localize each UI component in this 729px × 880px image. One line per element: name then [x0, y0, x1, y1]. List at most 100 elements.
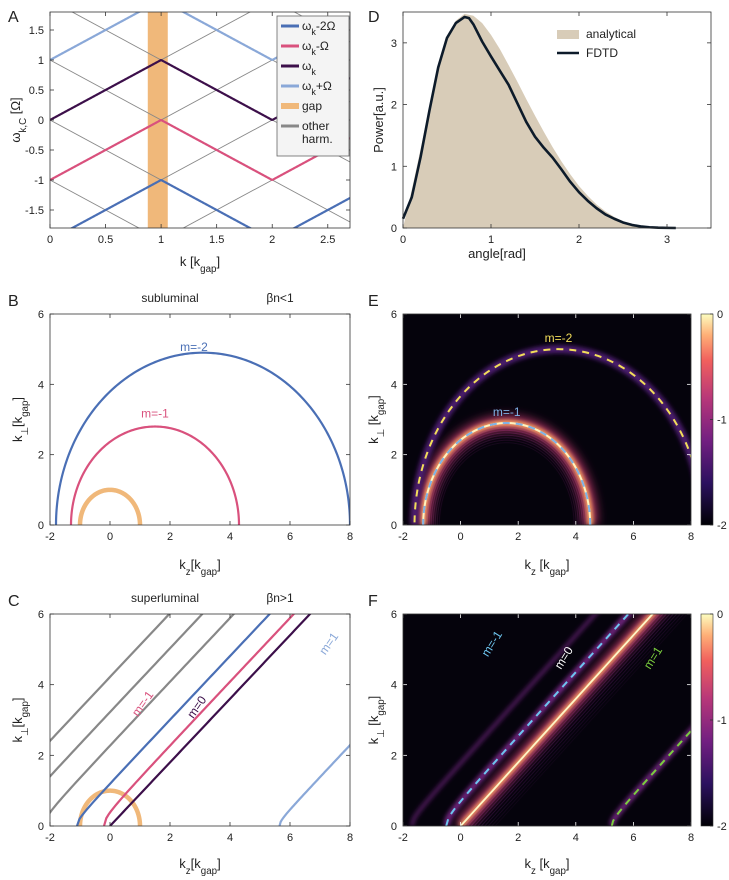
panel-label: B: [8, 293, 19, 310]
x-tick-label: 6: [630, 531, 636, 543]
fringe: [434, 437, 579, 525]
x-axis-label: kz [kgap]: [524, 856, 569, 877]
y-tick-label: 2: [38, 450, 44, 462]
y-tick-label: 2: [391, 750, 397, 762]
hyperbola: [109, 614, 312, 826]
y-tick-label: 4: [391, 680, 397, 692]
fringe: [470, 614, 664, 826]
band-wk_minus2: [69, 178, 350, 228]
y-tick-label: 6: [391, 309, 397, 321]
y-tick-label: -1: [34, 175, 44, 187]
colorbar-tick-label: -2: [717, 520, 727, 532]
x-tick-label: 6: [287, 832, 293, 844]
fringe: [491, 614, 685, 826]
title-left: superluminal: [131, 591, 199, 605]
colorbar-tick-label: -2: [717, 821, 727, 833]
x-tick-label: 8: [688, 832, 694, 844]
title-right: βn<1: [266, 291, 294, 305]
band-wk_minus1: [50, 118, 350, 182]
y-tick-label: 4: [38, 680, 44, 692]
x-tick-label: 1: [488, 234, 494, 246]
x-tick-label: 0: [458, 832, 464, 844]
legend-label: ωk-Ω: [302, 39, 329, 57]
legend-box: [276, 15, 350, 157]
y-tick-label: -1.5: [25, 205, 44, 217]
x-tick-label: 4: [573, 832, 579, 844]
panel-label: A: [8, 9, 19, 26]
curve-label: m=1: [316, 630, 341, 658]
legend-label: other: [302, 119, 329, 133]
x-axis-label: k [kgap]: [180, 254, 220, 275]
x-tick-label: -2: [398, 832, 408, 844]
axes-frame: [49, 11, 351, 229]
colorbar-tick-label: 0: [717, 309, 723, 321]
axes-frame: [402, 11, 712, 229]
fringe: [487, 614, 681, 826]
legend-d: analytical FDTD: [557, 27, 636, 60]
legend-swatch: [557, 30, 579, 39]
dashed-fit: [422, 422, 592, 525]
fringe: [430, 432, 583, 525]
y-tick-label: 0: [38, 520, 44, 532]
gap-band: [147, 12, 168, 228]
x-tick-label: 8: [688, 531, 694, 543]
x-axis-label: kz[kgap]: [179, 557, 220, 578]
fringe: [477, 614, 671, 826]
legend-label: FDTD: [586, 46, 618, 60]
colorbar-tick-label: 0: [717, 609, 723, 621]
y-tick-label: 0.5: [29, 85, 44, 97]
curve: [69, 425, 241, 525]
axes-frame: [49, 613, 351, 827]
panel-label: D: [368, 9, 380, 26]
x-tick-label: 2.5: [320, 234, 335, 246]
curve-label: m=-2: [545, 331, 573, 345]
fringe: [436, 439, 577, 525]
x-tick-label: 0: [107, 832, 113, 844]
x-tick-label: 1: [158, 234, 164, 246]
x-tick-label: 0: [458, 531, 464, 543]
y-tick-label: 2: [38, 750, 44, 762]
x-tick-label: 8: [347, 832, 353, 844]
axes-frame: [402, 613, 692, 827]
y-axis-label: k⊥[kgap]: [10, 397, 31, 442]
title-right: βn>1: [266, 591, 294, 605]
fringe: [480, 614, 675, 826]
y-axis-label: k⊥[kgap]: [10, 697, 31, 742]
hyperbola: [102, 614, 296, 826]
y-tick-label: 4: [38, 379, 44, 391]
panel-label: E: [368, 293, 379, 310]
hyperbola: [75, 614, 272, 826]
x-tick-label: -2: [45, 832, 55, 844]
hyperbola: [50, 614, 236, 815]
x-tick-label: 4: [227, 832, 233, 844]
x-tick-label: 2: [269, 234, 275, 246]
x-tick-label: 2: [515, 832, 521, 844]
curve: [77, 487, 143, 525]
dashed-fit: [610, 729, 691, 826]
fringe: [432, 434, 581, 525]
y-tick-label: 6: [391, 609, 397, 621]
x-tick-label: 8: [347, 531, 353, 543]
axes-frame: [402, 313, 692, 526]
harmonic-line: [50, 179, 140, 228]
x-tick-label: 6: [287, 531, 293, 543]
y-tick-label: 3: [391, 38, 397, 50]
y-axis-label: Power[a.u.]: [371, 87, 386, 153]
x-tick-label: 3: [664, 234, 670, 246]
fringe: [484, 614, 678, 826]
panel-label: C: [8, 593, 20, 610]
y-tick-label: 0: [391, 821, 397, 833]
y-axis-label: k⊥ [kgap]: [366, 395, 387, 444]
hyperbola: [278, 743, 350, 826]
y-tick-label: 2: [391, 450, 397, 462]
panel-label: F: [368, 593, 378, 610]
title-left: subluminal: [141, 291, 198, 305]
y-tick-label: 0: [38, 821, 44, 833]
heatmap-plot: [409, 614, 691, 826]
legend-label: ωk+Ω: [302, 79, 332, 97]
